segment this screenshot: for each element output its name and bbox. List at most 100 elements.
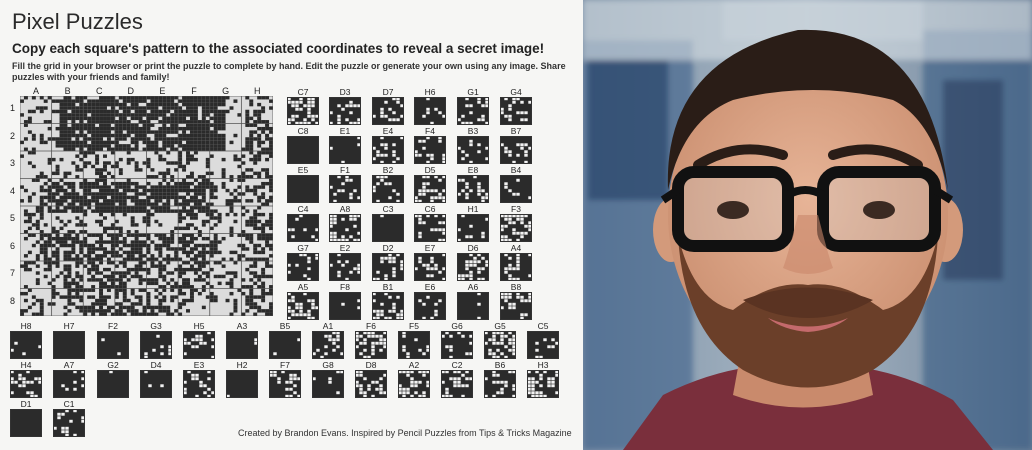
- column-header-g: G: [222, 86, 230, 96]
- tile-label: A6: [467, 282, 479, 292]
- tile-pattern: [398, 370, 430, 398]
- pattern-tile-c5: C5: [527, 321, 559, 359]
- pattern-tile-e6: E6: [414, 282, 446, 320]
- main-puzzle-grid[interactable]: [20, 96, 273, 316]
- tile-label: E3: [193, 360, 205, 370]
- tile-label: D6: [467, 243, 479, 253]
- pattern-tile-f4: F4: [414, 126, 446, 164]
- tile-pattern: [10, 409, 42, 437]
- pattern-tile-d4: D4: [140, 360, 172, 398]
- tile-pattern: [457, 175, 489, 203]
- pattern-tile-d5: D5: [414, 165, 446, 203]
- tile-pattern: [414, 175, 446, 203]
- tile-label: E6: [424, 282, 436, 292]
- pattern-tile-h6: H6: [414, 87, 446, 125]
- tile-pattern: [329, 175, 361, 203]
- tile-pattern: [140, 370, 172, 398]
- tile-pattern: [500, 175, 532, 203]
- tile-pattern: [140, 331, 172, 359]
- tile-label: E1: [339, 126, 351, 136]
- tile-pattern: [329, 292, 361, 320]
- tile-pattern: [457, 214, 489, 242]
- pattern-tile-a8: A8: [329, 204, 361, 242]
- tile-label: C6: [424, 204, 436, 214]
- pattern-tile-d2: D2: [372, 243, 404, 281]
- tile-label: D8: [365, 360, 377, 370]
- tile-label: D1: [20, 399, 32, 409]
- column-header-h: H: [253, 86, 261, 96]
- tile-pattern: [183, 331, 215, 359]
- pattern-tile-b4: B4: [500, 165, 532, 203]
- tile-pattern: [457, 136, 489, 164]
- pattern-tile-a6: A6: [457, 282, 489, 320]
- pattern-tile-a5: A5: [287, 282, 319, 320]
- pattern-tile-b6: B6: [484, 360, 516, 398]
- tile-pattern: [500, 214, 532, 242]
- tile-pattern: [414, 253, 446, 281]
- tile-label: H3: [537, 360, 549, 370]
- pattern-tile-e4: E4: [372, 126, 404, 164]
- tile-pattern: [372, 292, 404, 320]
- credit-text: Created by Brandon Evans. Inspired by Pe…: [238, 428, 572, 438]
- tile-pattern: [287, 253, 319, 281]
- pattern-tile-e2: E2: [329, 243, 361, 281]
- pattern-tile-g2: G2: [97, 360, 129, 398]
- pattern-tile-f1: F1: [329, 165, 361, 203]
- tile-pattern: [457, 292, 489, 320]
- pattern-tile-d8: D8: [355, 360, 387, 398]
- tile-label: G2: [107, 360, 119, 370]
- tile-label: C4: [297, 204, 309, 214]
- column-header-d: D: [127, 86, 135, 96]
- tile-label: E2: [339, 243, 351, 253]
- pattern-tile-a4: A4: [500, 243, 532, 281]
- instructions-text: Fill the grid in your browser or print t…: [12, 61, 566, 82]
- pattern-tile-f2: F2: [97, 321, 129, 359]
- tile-pattern: [484, 370, 516, 398]
- tile-label: H4: [20, 360, 32, 370]
- tile-label: D7: [382, 87, 394, 97]
- pattern-tile-g5: G5: [484, 321, 516, 359]
- portrait-photo-image: [583, 0, 1032, 450]
- pattern-tile-c3: C3: [372, 204, 404, 242]
- pattern-tile-c2: C2: [441, 360, 473, 398]
- pattern-tile-e7: E7: [414, 243, 446, 281]
- row-header-8: 8: [10, 295, 16, 306]
- tile-pattern: [398, 331, 430, 359]
- pattern-tile-g7: G7: [287, 243, 319, 281]
- tile-label: H6: [424, 87, 436, 97]
- tile-pattern: [183, 370, 215, 398]
- tile-pattern: [500, 253, 532, 281]
- tile-label: D4: [150, 360, 162, 370]
- column-header-c: C: [95, 86, 103, 96]
- tile-label: A5: [297, 282, 309, 292]
- tile-label: C7: [297, 87, 309, 97]
- tile-pattern: [441, 370, 473, 398]
- pattern-tile-h8: H8: [10, 321, 42, 359]
- portrait-photo: [583, 0, 1032, 450]
- tile-label: F5: [409, 321, 419, 331]
- tile-pattern: [287, 214, 319, 242]
- tile-label: A7: [63, 360, 75, 370]
- tile-label: G8: [322, 360, 334, 370]
- tile-pattern: [329, 136, 361, 164]
- tile-pattern: [441, 331, 473, 359]
- tile-label: G4: [510, 87, 522, 97]
- pattern-tile-h1: H1: [457, 204, 489, 242]
- tile-pattern: [329, 214, 361, 242]
- tile-pattern: [457, 253, 489, 281]
- puzzle-sheet: Pixel Puzzles Copy each square's pattern…: [0, 0, 583, 450]
- row-header-5: 5: [10, 213, 16, 223]
- pattern-tile-e5: E5: [287, 165, 319, 203]
- tile-label: E8: [467, 165, 479, 175]
- tile-label: D2: [382, 243, 394, 253]
- tile-label: H7: [63, 321, 75, 331]
- pattern-tile-b3: B3: [457, 126, 489, 164]
- tile-pattern: [527, 370, 559, 398]
- tile-pattern: [97, 331, 129, 359]
- tile-label: G7: [297, 243, 309, 253]
- tile-pattern: [500, 97, 532, 125]
- tile-pattern: [226, 370, 258, 398]
- tile-pattern: [372, 253, 404, 281]
- tile-label: E4: [382, 126, 394, 136]
- tile-label: G3: [150, 321, 162, 331]
